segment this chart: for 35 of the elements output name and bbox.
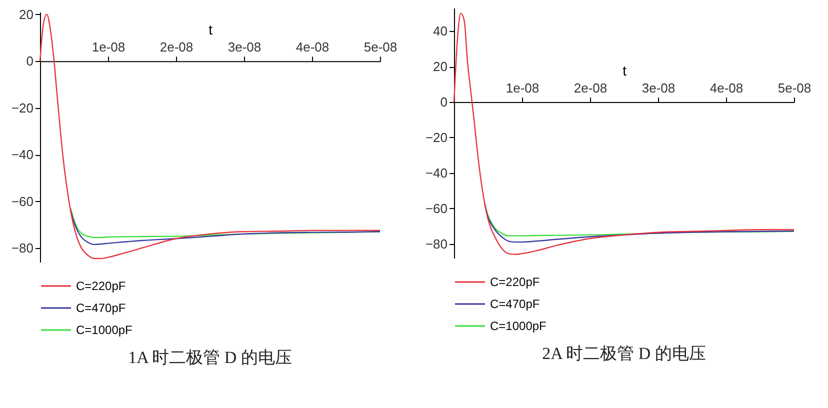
x-tick-label: 4e-08 [710, 80, 744, 96]
x-tick-label: 5e-08 [364, 40, 398, 55]
y-tick-label: 20 [19, 6, 34, 22]
y-tick-label: −60 [11, 194, 34, 209]
y-tick-label: 20 [433, 59, 448, 74]
line-series [70, 210, 381, 246]
x-tick-label: 3e-08 [228, 40, 262, 55]
x-tick-label: 1e-08 [506, 80, 540, 96]
line-series [484, 202, 795, 243]
x-axis-title: t [208, 22, 213, 38]
x-tick-label: 2e-08 [574, 80, 608, 96]
legend-label: C=470pF [490, 297, 540, 311]
legend-label: C=470pF [76, 301, 126, 315]
x-axis-title: t [622, 62, 627, 78]
y-tick-label: −60 [425, 200, 448, 216]
legend-label: C=1000pF [490, 319, 546, 333]
y-tick-label: −20 [11, 100, 34, 116]
legend-label: C=220pF [490, 275, 540, 289]
x-tick-label: 5e-08 [778, 80, 812, 96]
y-tick-label: 40 [433, 24, 448, 39]
x-tick-label: 1e-08 [92, 40, 126, 55]
y-tick-label: −20 [425, 130, 448, 145]
y-tick-label: −80 [11, 240, 34, 256]
x-tick-label: 2e-08 [160, 40, 194, 55]
y-tick-label: −80 [425, 236, 448, 252]
text: 1A 时二极管 D 的电压 [128, 348, 292, 367]
y-tick-label: 0 [440, 94, 448, 110]
x-tick-label: 4e-08 [296, 40, 330, 55]
legend-label: C=220pF [76, 279, 126, 293]
legend-label: C=1000pF [76, 323, 132, 337]
y-tick-label: −40 [425, 165, 448, 180]
x-tick-label: 3e-08 [642, 80, 676, 96]
y-tick-label: −40 [11, 147, 34, 162]
y-tick-label: 0 [26, 54, 34, 69]
text: 2A 时二极管 D 的电压 [542, 344, 706, 363]
